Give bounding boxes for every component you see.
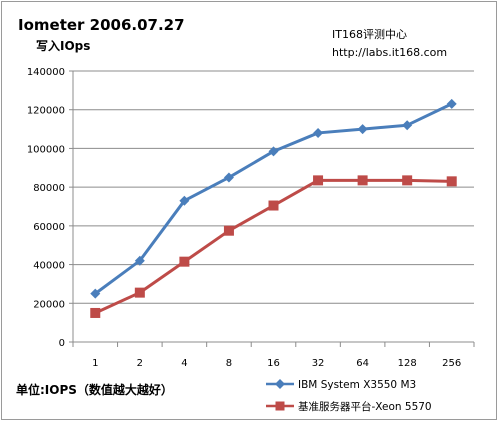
data-point-series-2: [446, 176, 457, 187]
data-point-series-2: [90, 307, 101, 318]
y-tick-label: 120000: [27, 106, 65, 117]
x-tick-label: 32: [312, 358, 325, 369]
x-tick-label: 8: [226, 358, 232, 369]
x-tick-label: 256: [442, 358, 461, 369]
y-tick-label: 0: [59, 338, 65, 349]
data-point-series-1: [179, 195, 190, 206]
data-point-series-1: [268, 146, 279, 157]
data-point-series-1: [313, 127, 324, 138]
x-tick-label: 4: [181, 358, 187, 369]
legend-marker-series-2: [275, 401, 285, 411]
legend-item-series-1: IBM System X3550 M3: [266, 379, 416, 391]
x-tick-label: 16: [267, 358, 280, 369]
data-point-series-2: [268, 200, 279, 211]
chart-subtitle: 写入IOps: [36, 39, 90, 53]
x-axis: 1 2 4 8 16 32 64 128 256: [72, 341, 475, 369]
data-point-series-1: [223, 172, 234, 183]
plot-area: [90, 98, 457, 318]
legend: IBM System X3550 M3 基准服务器平台-Xeon 5570: [266, 379, 432, 413]
y-tick-label: 100000: [27, 144, 65, 155]
watermark-line-1: IT168评测中心: [332, 28, 407, 41]
x-tick-label: 2: [137, 358, 143, 369]
data-point-series-1: [446, 98, 457, 109]
y-tick-label: 40000: [33, 261, 65, 272]
legend-label-series-2: 基准服务器平台-Xeon 5570: [298, 400, 432, 413]
y-tick-label: 20000: [33, 299, 65, 310]
y-tick-label: 80000: [33, 183, 65, 194]
data-point-series-2: [313, 175, 324, 186]
y-tick-label: 140000: [27, 67, 65, 78]
chart-title: Iometer 2006.07.27: [18, 16, 185, 34]
data-point-series-1: [357, 124, 368, 135]
data-point-series-2: [223, 225, 234, 236]
gridlines: [73, 70, 474, 304]
y-tick-label: 60000: [33, 222, 65, 233]
data-point-series-2: [402, 175, 413, 186]
legend-label-series-1: IBM System X3550 M3: [298, 379, 416, 391]
data-point-series-2: [179, 256, 190, 267]
legend-marker-series-1: [275, 379, 285, 389]
units-note: 单位:IOPS（数值越大越好）: [16, 382, 173, 397]
series-line-1: [94, 102, 453, 295]
legend-item-series-2: 基准服务器平台-Xeon 5570: [266, 400, 432, 413]
x-tick-label: 1: [92, 358, 98, 369]
watermark-line-2: http://labs.it168.com: [332, 46, 447, 59]
data-point-series-2: [134, 287, 145, 298]
x-tick-label: 64: [356, 358, 369, 369]
x-tick-label: 128: [398, 358, 417, 369]
y-axis: 0 20000 40000 60000 80000 100000 120000 140000: [27, 67, 74, 349]
data-point-series-1: [402, 120, 413, 131]
data-point-series-1: [90, 288, 101, 299]
data-point-series-1: [134, 255, 145, 266]
data-point-series-2: [357, 175, 368, 186]
